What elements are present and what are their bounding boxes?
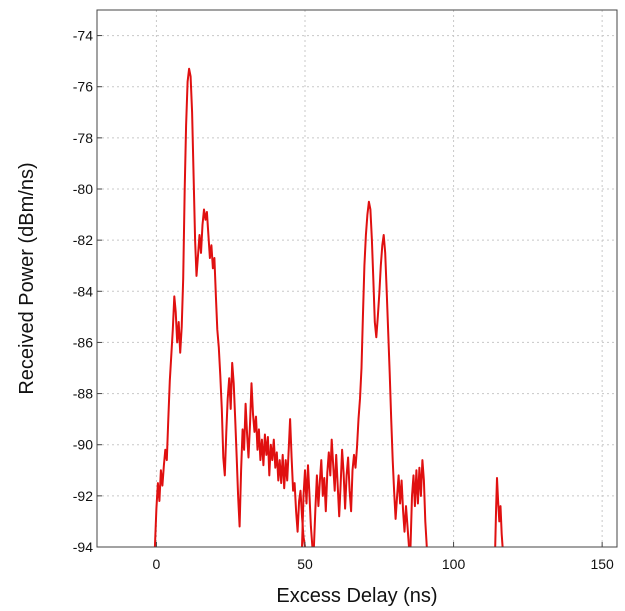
x-axis: 0 50 100 150 <box>153 542 614 572</box>
x-tick-label: 100 <box>442 556 466 572</box>
y-tick-label: -90 <box>73 437 93 453</box>
y-tick-label: -74 <box>73 28 93 44</box>
y-tick-label: -78 <box>73 130 93 146</box>
y-tick-label: -86 <box>73 334 93 350</box>
y-tick-label: -80 <box>73 181 93 197</box>
y-axis: -74 -76 -78 -80 -82 -84 -86 -88 -90 -92 -94 <box>73 28 102 555</box>
y-axis-title: Received Power (dBm/ns) <box>16 162 38 394</box>
series-line-segment <box>312 200 410 548</box>
y-tick-label: -92 <box>73 488 93 504</box>
series-line-segment <box>494 477 504 548</box>
gridlines <box>97 10 617 547</box>
series-line-segment <box>153 67 306 548</box>
y-tick-label: -76 <box>73 79 93 95</box>
series-line-segment <box>301 464 314 548</box>
series-line-segment <box>409 459 428 548</box>
plot-frame <box>96 9 618 548</box>
y-tick-label: -84 <box>73 283 93 299</box>
y-tick-label: -88 <box>73 386 93 402</box>
y-tick-label: -82 <box>73 232 93 248</box>
x-tick-label: 0 <box>153 556 161 572</box>
y-tick-label: -94 <box>73 539 93 555</box>
x-axis-title: Excess Delay (ns) <box>276 585 437 607</box>
x-tick-label: 150 <box>590 556 614 572</box>
series-layer <box>153 67 504 548</box>
x-tick-label: 50 <box>297 556 313 572</box>
